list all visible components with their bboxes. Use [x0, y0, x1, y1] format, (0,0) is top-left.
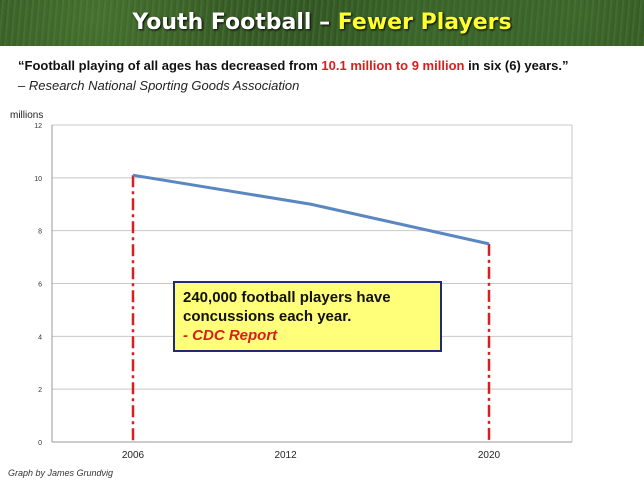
y-tick-label-6: 6	[38, 282, 42, 289]
markers	[131, 175, 491, 442]
title-main: Youth Football –	[132, 10, 338, 35]
y-tick-label-0: 0	[38, 440, 42, 447]
y-axis-label: millions	[10, 110, 43, 121]
y-tick-label-10: 10	[34, 176, 42, 183]
quote-text-end: in six (6) years.”	[464, 58, 569, 73]
graph-credit: Graph by James Grundvig	[8, 468, 114, 478]
y-tick-label-8: 8	[38, 229, 42, 236]
callout-line-1: 240,000 football players have	[183, 289, 391, 306]
concussion-callout: 240,000 football players have concussion…	[173, 281, 442, 352]
quote-highlight: 10.1 million to 9 million	[321, 58, 465, 73]
title-banner: Youth Football – Fewer Players	[0, 0, 644, 46]
y-tick-label-2: 2	[38, 387, 42, 394]
axes: 0 2 4 6 8 10 12 2006 2012 2020	[34, 123, 573, 461]
y-tick-label-4: 4	[38, 334, 42, 341]
page-title: Youth Football – Fewer Players	[132, 10, 511, 35]
quote-text-start: “Football playing of all ages has decrea…	[18, 58, 322, 73]
x-tick-label-2012: 2012	[274, 450, 297, 461]
y-tick-label-12: 12	[34, 123, 42, 130]
x-tick-label-2006: 2006	[122, 450, 145, 461]
callout-line-2: concussions each year.	[183, 308, 352, 325]
x-tick-label-2020: 2020	[478, 450, 501, 461]
series	[132, 173, 490, 246]
series-line-0	[132, 173, 490, 246]
quote: “Football playing of all ages has decrea…	[18, 58, 638, 73]
callout-source: - CDC Report	[183, 327, 278, 344]
title-highlight: Fewer Players	[337, 10, 512, 35]
quote-attribution: – Research National Sporting Goods Assoc…	[18, 78, 300, 93]
